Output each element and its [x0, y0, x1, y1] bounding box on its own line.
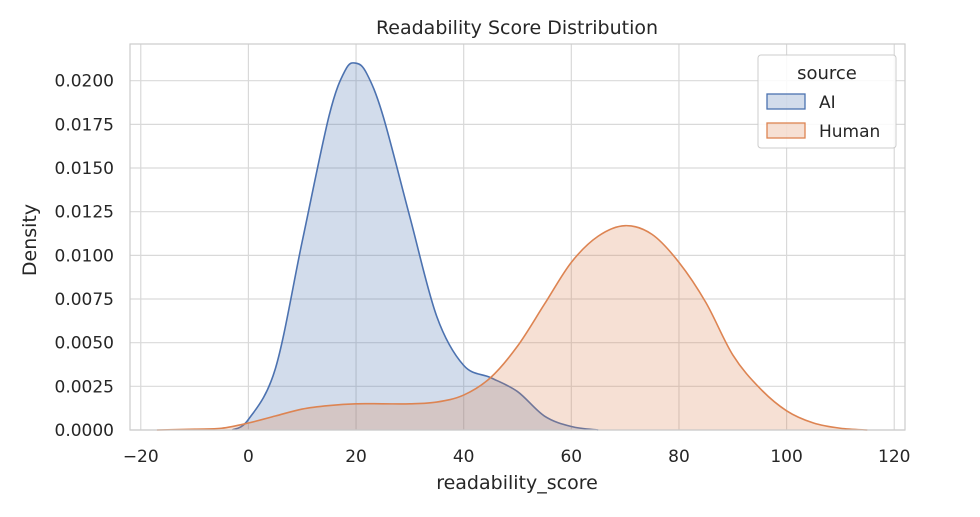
series-layer: [156, 62, 868, 431]
x-tick-label: 60: [560, 447, 582, 467]
x-tick-label: 120: [878, 447, 910, 467]
x-tick-label: 80: [668, 447, 690, 467]
y-tick-label: 0.0000: [55, 421, 114, 441]
legend-box: [757, 54, 897, 149]
y-axis-label: Density: [19, 204, 41, 276]
y-tick-label: 0.0075: [55, 290, 114, 310]
y-tick-label: 0.0150: [55, 159, 114, 179]
y-tick-label: 0.0100: [55, 246, 114, 266]
y-tick-label: 0.0175: [55, 115, 114, 135]
x-tick-label: 100: [770, 447, 802, 467]
y-tick-label: 0.0025: [55, 377, 114, 397]
density-line-ai: [231, 62, 599, 431]
legend-label-ai: AI: [819, 93, 836, 113]
x-axis-label: readability_score: [436, 472, 598, 494]
legend: source AI Human: [757, 54, 897, 149]
x-tick-label: 40: [453, 447, 475, 467]
density-area-human: [156, 225, 868, 430]
density-area-ai: [232, 62, 599, 431]
legend-swatch-human: [766, 122, 806, 139]
legend-swatch-ai: [766, 93, 806, 110]
density-line-human: [156, 224, 868, 431]
y-tick-label: 0.0050: [55, 334, 114, 354]
legend-label-human: Human: [819, 122, 880, 142]
legend-title: source: [797, 63, 857, 84]
grid-layer: [130, 44, 905, 431]
y-tick-labels: 0.0000 0.0025 0.0050 0.0075 0.0100 0.0125 0.01…: [55, 72, 114, 441]
x-tick-labels: −20 0 20 40 60 80 100 120: [123, 447, 911, 467]
x-tick-label: 20: [345, 447, 367, 467]
x-tick-label: −20: [123, 447, 159, 467]
y-tick-label: 0.0125: [55, 203, 114, 223]
y-tick-label: 0.0200: [55, 72, 114, 92]
x-tick-label: 0: [243, 447, 254, 467]
chart-title: Readability Score Distribution: [376, 17, 658, 39]
plot-frame: [129, 43, 906, 431]
